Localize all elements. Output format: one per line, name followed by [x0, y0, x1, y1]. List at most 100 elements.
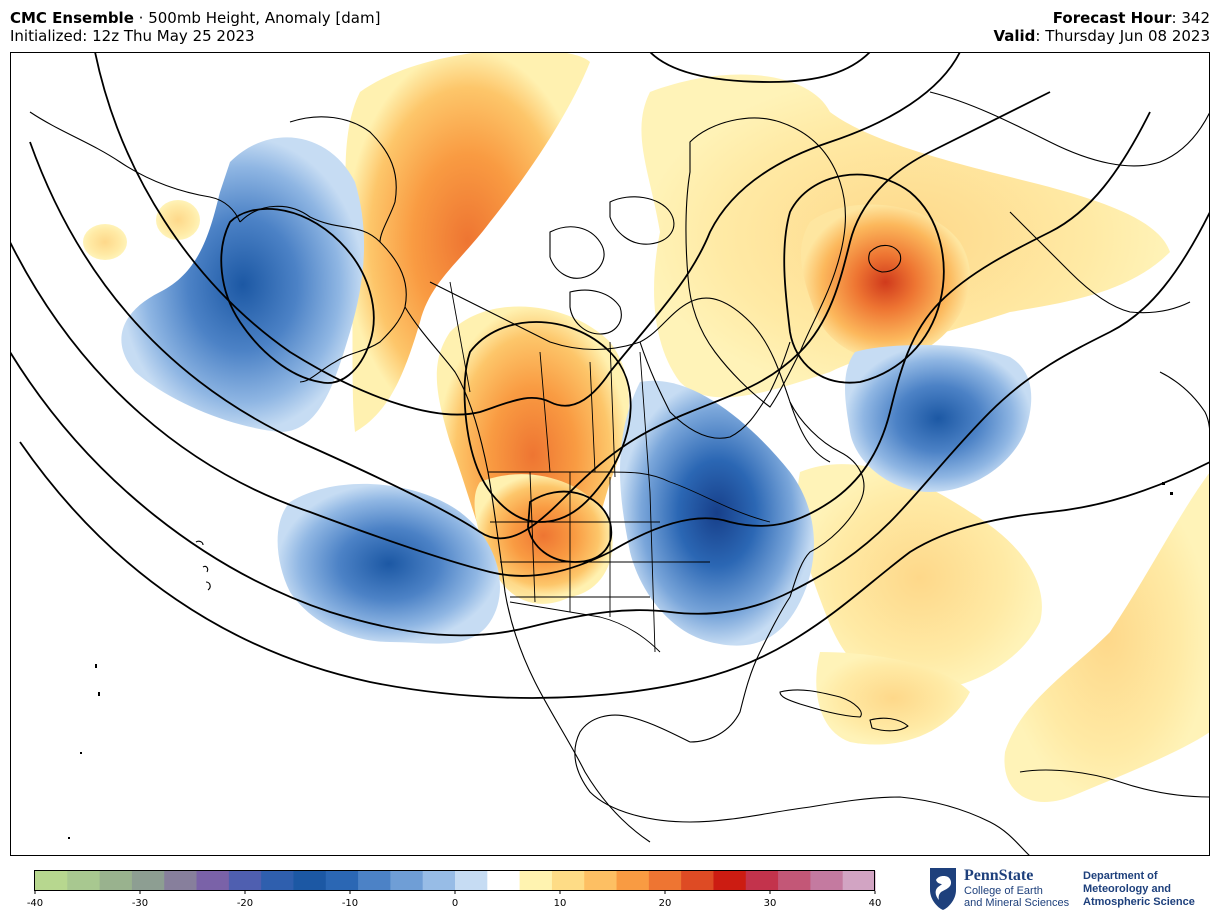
colorbar-swatch — [551, 871, 585, 891]
warm-anomaly-central-atlantic — [797, 464, 1042, 692]
cold-anomaly-eastern-us — [620, 380, 814, 646]
colorbar-swatch — [390, 871, 424, 891]
header-right: Forecast Hour: 342 Valid: Thursday Jun 0… — [993, 9, 1210, 45]
colorbar-tick-label: 20 — [659, 898, 672, 909]
colorbar-tick-label: -30 — [132, 898, 148, 909]
coastline-iceland — [868, 244, 902, 273]
height-contour-arctic-low — [649, 52, 871, 83]
colorbar-swatch — [810, 871, 844, 891]
coastline-canada-arctic — [429, 281, 831, 463]
colorbar-swatch — [519, 871, 553, 891]
pennstate-wordmark: PennState — [964, 867, 1033, 884]
colorbar-swatch — [228, 871, 262, 891]
coastline-hawaii — [195, 540, 211, 591]
colorbar-swatch — [616, 871, 650, 891]
psu-shield-logo — [930, 868, 956, 910]
colorbar-swatch — [745, 871, 779, 891]
colorbar-tick-label: 30 — [764, 898, 777, 909]
dept-line-3: Atmospheric Science — [1083, 896, 1195, 908]
warm-anomaly-alaska-arctic — [345, 52, 590, 432]
colorbar-swatch — [196, 871, 230, 891]
colorbar-swatch — [164, 871, 198, 891]
valid-value: : Thursday Jun 08 2023 — [1035, 27, 1210, 45]
coastline-gulf — [574, 714, 811, 823]
colorbar-ticks: -40 -30 -20 -10 0 10 20 30 40 — [27, 891, 882, 909]
small-islands — [68, 482, 1173, 839]
colorbar-swatch — [35, 871, 68, 891]
height-contour-4 — [10, 211, 1210, 637]
forecast-hour-line: Forecast Hour: 342 — [993, 9, 1210, 27]
colorbar-tick-label: -20 — [237, 898, 253, 909]
colorbar-tick-label: -10 — [342, 898, 358, 909]
cold-anomaly-north-atlantic — [845, 345, 1032, 492]
border-alaska-yukon — [449, 281, 471, 393]
colorbar: -40 -30 -20 -10 0 10 20 30 40 — [27, 870, 882, 909]
cold-anomaly-west-coast — [277, 483, 500, 644]
height-contour-alaska-low — [220, 207, 375, 384]
coastline-alaska — [239, 205, 407, 383]
border-us-states — [490, 471, 710, 653]
coastline-us-east — [689, 596, 791, 743]
colorbar-tick-label: 10 — [554, 898, 567, 909]
valid-line: Valid: Thursday Jun 08 2023 — [993, 27, 1210, 45]
height-contour-1 — [94, 52, 961, 416]
coastline-siberia — [29, 111, 241, 223]
college-line-1: College of Earth — [964, 885, 1043, 897]
colorbar-swatch — [455, 871, 488, 891]
colorbar-swatch — [131, 871, 165, 891]
warm-anomaly-bering-small — [156, 200, 200, 240]
colorbar-swatch — [842, 871, 876, 891]
valid-label: Valid — [993, 27, 1036, 45]
border-us-canada — [487, 471, 771, 523]
island-pacific-4 — [68, 837, 70, 839]
coastline-cuba — [779, 689, 862, 718]
height-contour-5 — [19, 441, 1210, 699]
border-us-mexico — [509, 601, 661, 653]
colorbar-tick-label: -40 — [27, 898, 43, 909]
island-atlantic-1 — [1162, 482, 1165, 485]
island-atlantic-2 — [1170, 492, 1173, 495]
coastline-hudson-bay — [639, 341, 791, 439]
map-frame — [10, 52, 1210, 856]
border-canada-provinces — [539, 341, 651, 493]
colorbar-swatch — [358, 871, 391, 891]
anomaly-map — [10, 52, 1210, 856]
dept-line-2: Meteorology and — [1083, 883, 1171, 895]
height-contours — [10, 52, 1210, 699]
coastline-labrador — [789, 401, 865, 598]
height-contour-greenland-high — [783, 173, 945, 384]
model-name: CMC Ensemble — [10, 9, 134, 27]
height-contour-rockies-high — [527, 490, 613, 563]
coastline-south-america — [1019, 769, 1210, 798]
colorbar-swatch — [584, 871, 618, 891]
colorbar-swatches — [35, 871, 876, 891]
coastline-arctic-islands — [549, 196, 675, 335]
title-separator: · — [133, 9, 149, 27]
colorbar-swatch — [713, 871, 747, 891]
coastline-alaska-north — [289, 116, 397, 243]
political-borders — [449, 281, 771, 653]
height-contour-3 — [10, 111, 1151, 577]
island-pacific-3 — [80, 752, 82, 754]
colorbar-swatch — [422, 871, 456, 891]
product-name: 500mb Height, Anomaly [dam] — [148, 9, 381, 27]
colorbar-swatch — [67, 871, 101, 891]
height-contour-west-high — [463, 321, 632, 523]
colorbar-swatch — [325, 871, 359, 891]
colorbar-tick-label: 40 — [869, 898, 882, 909]
cold-anomaly-bering-aleutian — [121, 137, 365, 432]
colorbar-swatch — [99, 871, 133, 891]
colorbar-swatch — [648, 871, 682, 891]
height-contour-2 — [29, 91, 1051, 540]
island-pacific-1 — [95, 664, 97, 668]
colorbar-swatch — [778, 871, 811, 891]
coastline-pacific-nw — [404, 306, 651, 843]
colorbar-swatch — [487, 871, 521, 891]
island-pacific-2 — [98, 692, 100, 696]
warm-anomaly-east-atlantic — [1004, 472, 1210, 802]
colorbar-frame — [34, 870, 875, 891]
dept-line-1: Department of — [1083, 870, 1158, 882]
college-line-2: and Mineral Sciences — [964, 897, 1070, 909]
forecast-hour-label: Forecast Hour — [1052, 9, 1172, 27]
colorbar-swatch — [681, 871, 715, 891]
